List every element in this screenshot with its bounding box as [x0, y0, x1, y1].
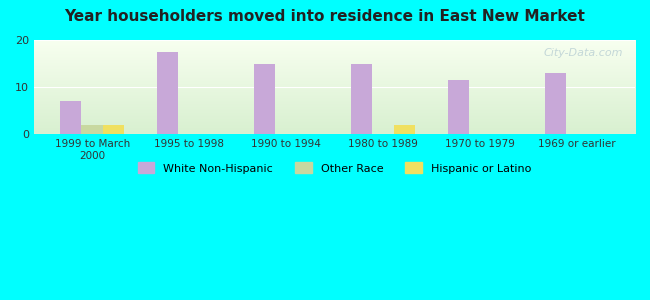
Bar — [394, 125, 415, 134]
Bar — [448, 80, 469, 134]
Bar — [81, 125, 103, 134]
Text: City-Data.com: City-Data.com — [543, 48, 623, 58]
Bar — [545, 73, 566, 134]
Bar — [351, 64, 372, 134]
Bar — [60, 101, 81, 134]
Text: Year householders moved into residence in East New Market: Year householders moved into residence i… — [64, 9, 586, 24]
Legend: White Non-Hispanic, Other Race, Hispanic or Latino: White Non-Hispanic, Other Race, Hispanic… — [133, 158, 536, 178]
Bar — [254, 64, 276, 134]
Bar — [103, 125, 124, 134]
Bar — [157, 52, 178, 134]
